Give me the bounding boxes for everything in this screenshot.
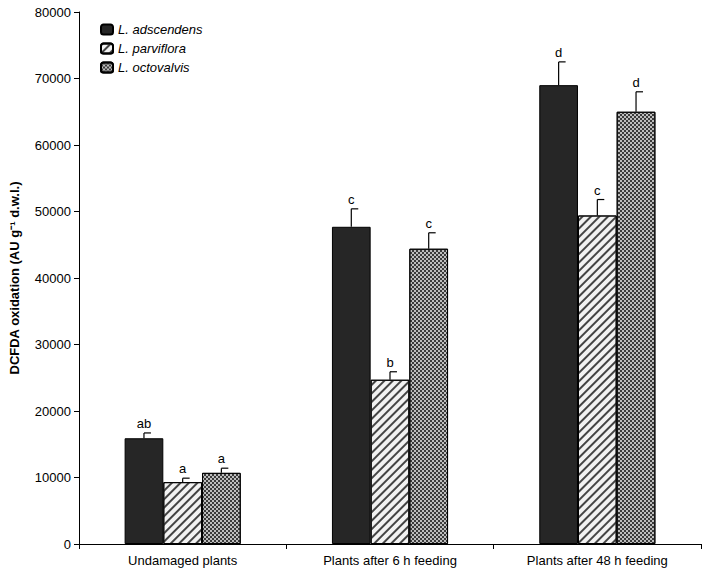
svg-text:ab: ab: [137, 416, 151, 431]
svg-text:70000: 70000: [35, 71, 71, 86]
svg-text:0: 0: [64, 537, 71, 552]
svg-text:50000: 50000: [35, 204, 71, 219]
svg-text:40000: 40000: [35, 271, 71, 286]
svg-text:60000: 60000: [35, 138, 71, 153]
svg-text:10000: 10000: [35, 470, 71, 485]
svg-text:a: a: [179, 461, 187, 476]
svg-text:DCFDA oxidation (AU g⁻¹ d.w.l.: DCFDA oxidation (AU g⁻¹ d.w.l.): [7, 182, 22, 375]
svg-text:L. adscendens: L. adscendens: [118, 22, 203, 37]
svg-text:Plants after 6 h feeding: Plants after 6 h feeding: [323, 553, 457, 568]
svg-text:c: c: [348, 192, 355, 207]
svg-text:L. octovalvis: L. octovalvis: [118, 60, 190, 75]
svg-text:a: a: [218, 451, 226, 466]
svg-text:b: b: [386, 355, 393, 370]
svg-text:80000: 80000: [35, 5, 71, 20]
svg-text:20000: 20000: [35, 404, 71, 419]
svg-text:L. parviflora: L. parviflora: [118, 41, 186, 56]
svg-text:c: c: [425, 216, 432, 231]
svg-text:d: d: [555, 45, 562, 60]
svg-text:d: d: [632, 75, 639, 90]
svg-text:c: c: [594, 183, 601, 198]
svg-text:Plants after 48 h feeding: Plants after 48 h feeding: [527, 553, 668, 568]
svg-text:30000: 30000: [35, 337, 71, 352]
svg-text:Undamaged plants: Undamaged plants: [128, 553, 238, 568]
